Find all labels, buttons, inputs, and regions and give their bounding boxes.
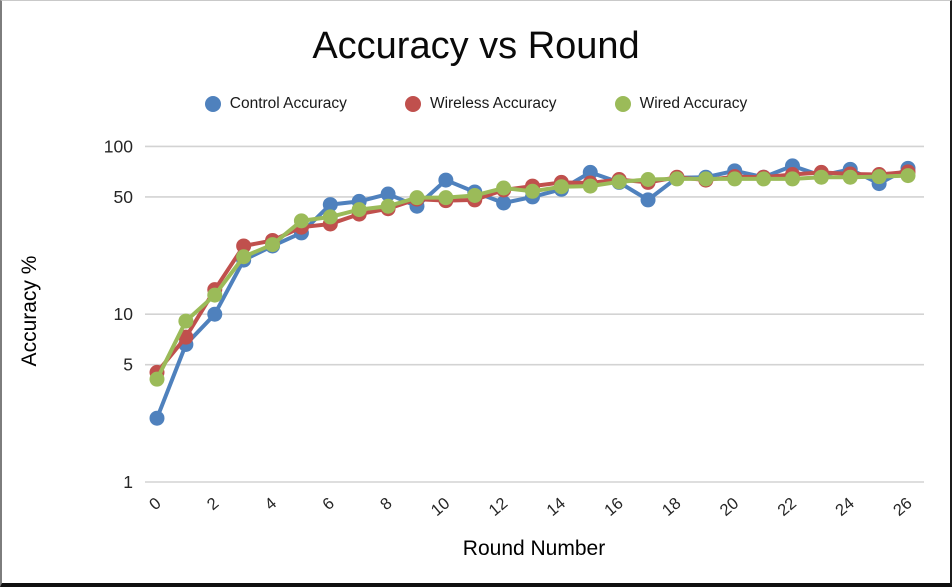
data-point-wired-14	[553, 179, 569, 195]
data-point-wired-5	[293, 213, 309, 229]
legend-item-wired: Wired Accuracy	[614, 95, 748, 113]
data-point-wired-11	[467, 187, 483, 203]
y-tick-label-100: 100	[104, 136, 133, 156]
y-tick-label-1: 1	[123, 472, 133, 492]
data-point-wired-20	[727, 171, 743, 187]
data-point-wired-12	[496, 180, 512, 196]
legend-label-control: Control Accuracy	[229, 95, 347, 112]
data-point-wired-3	[236, 249, 252, 265]
legend-label-wired: Wired Accuracy	[639, 95, 748, 112]
x-tick-label-10: 10	[428, 494, 454, 520]
y-tick-label-10: 10	[114, 304, 134, 324]
x-tick-label-16: 16	[601, 494, 627, 520]
data-point-wired-9	[409, 190, 425, 206]
series-line-wired	[155, 173, 911, 382]
x-tick-label-2: 2	[204, 494, 223, 514]
x-tick-label-0: 0	[146, 494, 165, 514]
x-tick-label-26: 26	[890, 494, 916, 520]
data-point-wired-25	[871, 169, 887, 185]
data-point-wired-23	[813, 169, 829, 185]
data-point-wired-24	[842, 169, 858, 185]
data-point-control-2	[207, 306, 223, 322]
data-point-wireless-1	[178, 329, 194, 345]
data-point-control-8	[380, 186, 396, 202]
data-point-wired-22	[784, 171, 800, 187]
legend-item-control: Control Accuracy	[204, 95, 347, 113]
data-point-control-6	[322, 197, 338, 213]
data-point-wired-26	[900, 168, 916, 184]
data-point-wired-10	[438, 190, 454, 206]
y-tick-label-5: 5	[123, 355, 133, 375]
x-tick-label-8: 8	[377, 494, 396, 514]
data-point-wired-17	[640, 171, 656, 187]
data-point-wired-0	[149, 371, 165, 387]
data-point-wired-15	[582, 178, 598, 194]
data-point-wired-16	[611, 174, 627, 190]
legend-marker-wireless-icon	[404, 96, 421, 112]
x-tick-label-24: 24	[832, 494, 858, 520]
legend: Control Accuracy Wireless Accuracy Wired…	[2, 95, 950, 113]
data-point-wireless-3	[236, 238, 252, 254]
x-tick-label-6: 6	[319, 494, 338, 514]
data-point-wired-6	[322, 209, 338, 225]
data-point-control-12	[496, 195, 512, 211]
x-axis-title: Round Number	[462, 537, 606, 560]
legend-marker-control-icon	[204, 96, 221, 112]
x-tick-label-4: 4	[262, 494, 281, 514]
x-tick-label-20: 20	[717, 494, 743, 520]
x-tick-label-14: 14	[543, 494, 569, 520]
chart-title: Accuracy vs Round	[312, 25, 640, 67]
data-point-control-15	[582, 164, 598, 180]
data-point-wired-13	[525, 183, 541, 199]
data-point-wired-4	[265, 237, 281, 253]
data-point-wired-1	[178, 313, 194, 329]
legend-label-wireless: Wireless Accuracy	[429, 95, 557, 112]
data-point-control-17	[640, 192, 656, 208]
data-point-control-10	[438, 172, 454, 188]
data-point-wired-18	[669, 171, 685, 187]
x-tick-label-18: 18	[659, 494, 685, 520]
legend-item-wireless: Wireless Accuracy	[404, 95, 557, 113]
data-point-wired-7	[351, 202, 367, 218]
data-point-wired-2	[207, 287, 223, 303]
data-point-wired-21	[756, 171, 772, 187]
x-tick-label-12: 12	[486, 494, 512, 520]
data-point-wired-19	[698, 171, 714, 187]
x-tick-label-22: 22	[774, 494, 800, 520]
data-point-wired-8	[380, 198, 396, 214]
y-tick-label-50: 50	[114, 187, 134, 207]
data-point-control-0	[149, 410, 165, 426]
legend-marker-wired-icon	[614, 96, 631, 112]
